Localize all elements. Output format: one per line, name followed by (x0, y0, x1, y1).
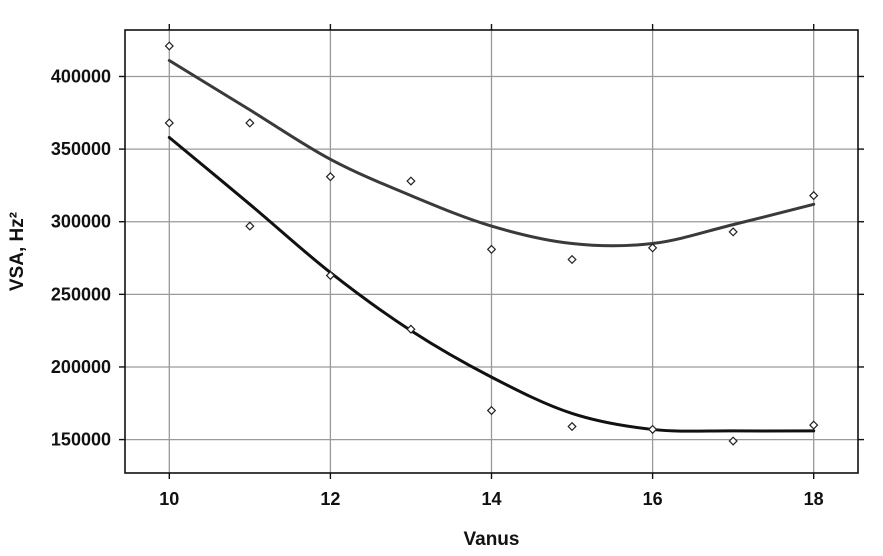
grid (125, 30, 858, 473)
fit-line-2 (167, 135, 816, 433)
data-point-series-1 (486, 244, 497, 254)
data-point-series-2 (567, 421, 577, 432)
x-tick-label: 10 (159, 489, 179, 509)
y-axis-title: VSA, Hz² (7, 212, 28, 291)
plot-frame (124, 29, 859, 474)
y-tick-label: 250000 (51, 284, 111, 304)
x-tick-label: 12 (320, 489, 340, 509)
data-point-series-2 (245, 221, 255, 231)
data-point-series-2 (486, 405, 497, 416)
y-tick-label: 350000 (51, 139, 111, 159)
y-tick-label: 200000 (51, 357, 111, 377)
x-tick-label: 14 (481, 489, 501, 509)
data-points (164, 41, 819, 446)
data-point-series-1 (406, 176, 416, 186)
x-axis-title: Vanus (464, 529, 520, 550)
data-point-series-2 (647, 424, 658, 435)
data-point-series-2 (809, 420, 819, 430)
data-point-series-2 (164, 118, 174, 128)
y-tick-label: 150000 (51, 430, 111, 450)
data-point-series-1 (728, 227, 738, 237)
y-tick-label: 400000 (51, 66, 111, 86)
x-tick-label: 16 (643, 489, 663, 509)
tick-labels: 10 12 14 16 18 150000 200000 250000 300000 350000… (51, 66, 824, 509)
data-point-series-1 (325, 172, 336, 182)
data-point-series-1 (245, 118, 255, 128)
x-tick-label: 18 (804, 489, 824, 509)
fit-lines (167, 59, 816, 433)
data-point-series-1 (567, 254, 577, 265)
data-point-series-1 (647, 243, 658, 253)
data-point-series-1 (164, 41, 174, 51)
data-point-series-1 (809, 190, 819, 201)
y-tick-label: 300000 (51, 212, 111, 232)
data-point-series-2 (406, 324, 416, 334)
data-point-series-2 (728, 436, 738, 446)
axis-ticks (119, 24, 864, 479)
data-point-series-2 (325, 270, 336, 281)
fit-line-1 (167, 59, 816, 248)
